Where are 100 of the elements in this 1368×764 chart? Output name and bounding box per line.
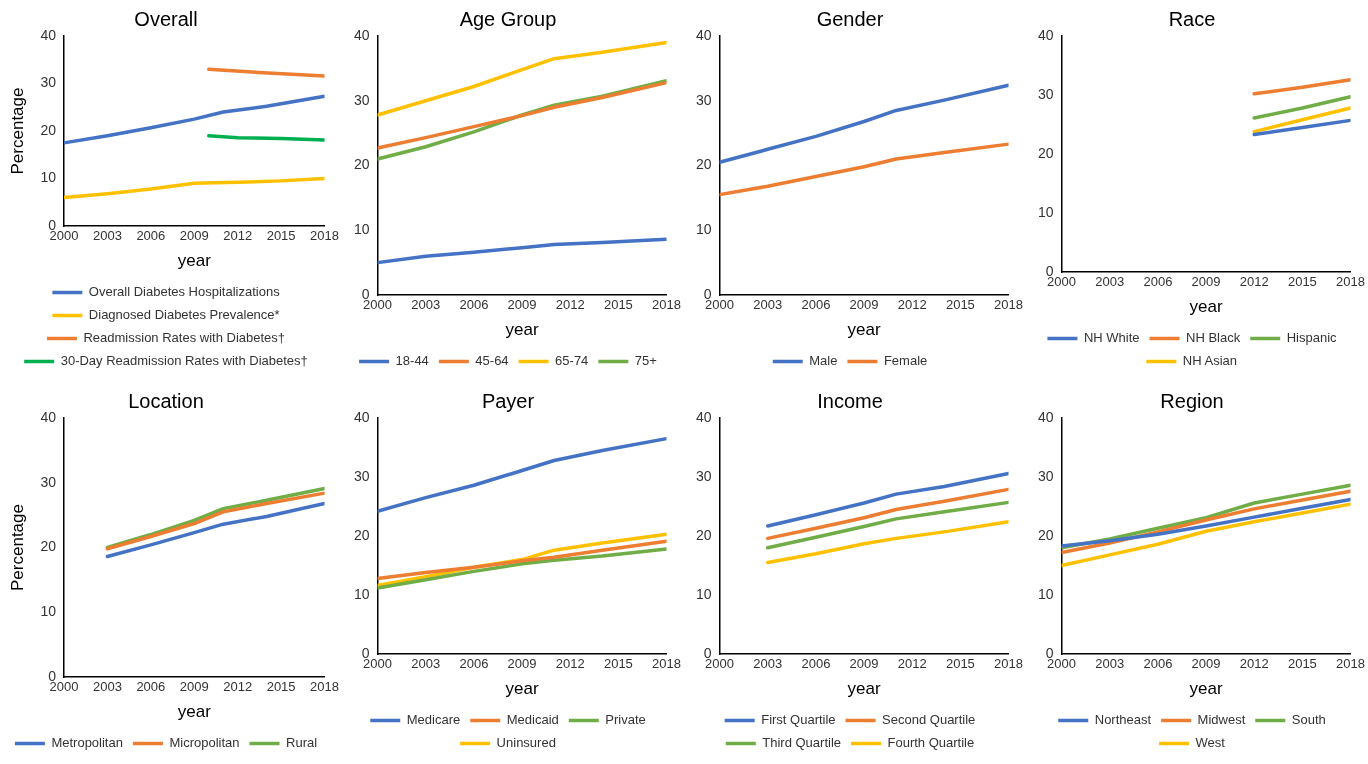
legend-label: NH White: [1083, 330, 1140, 346]
x-tick-label: 2006: [1143, 274, 1173, 290]
chart-title: Location: [128, 389, 204, 412]
x-tick-label: 2018: [994, 656, 1023, 672]
y-tick-label: 40: [1037, 408, 1054, 425]
legend-label: Female: [883, 353, 928, 369]
y-tick-label: 40: [40, 408, 57, 425]
x-tick-label: 2003: [753, 297, 783, 313]
chart-title: Income: [817, 389, 883, 412]
y-tick-label: 20: [353, 526, 370, 543]
x-tick-label: 2015: [1287, 274, 1317, 290]
legend-label: Second Quartile: [882, 712, 976, 728]
x-axis-title: year: [847, 320, 881, 340]
y-tick-label: 20: [40, 538, 57, 555]
x-tick-label: 2018: [310, 679, 339, 695]
x-axis-title: year: [505, 679, 539, 699]
legend-label: Medicare: [406, 712, 461, 728]
x-tick-label: 2006: [1143, 656, 1173, 672]
x-tick-label: 2003: [92, 228, 122, 244]
chart-title: Payer: [481, 389, 535, 412]
x-tick-label: 2018: [310, 228, 339, 244]
y-tick-label: 30: [695, 91, 712, 108]
x-tick-label: 2006: [136, 228, 166, 244]
x-tick-label: 2006: [459, 297, 489, 313]
x-axis-title: year: [177, 251, 212, 271]
legend-label: Diagnosed Diabetes Prevalence*: [88, 307, 280, 323]
legend-label: Rural: [286, 735, 318, 751]
y-tick-label: 10: [40, 603, 57, 620]
x-tick-label: 2015: [603, 656, 633, 672]
legend-label: Northeast: [1094, 712, 1152, 728]
y-tick-label: 40: [1037, 26, 1054, 43]
x-axis-title: year: [177, 702, 212, 722]
x-tick-label: 2003: [411, 297, 441, 313]
y-tick-label: 10: [353, 221, 370, 238]
x-tick-label: 2015: [945, 656, 975, 672]
x-tick-label: 2012: [223, 228, 253, 244]
x-tick-label: 2009: [849, 656, 879, 672]
x-tick-label: 2009: [849, 297, 879, 313]
chart-title: Gender: [816, 7, 884, 30]
legend-label: Metropolitan: [51, 735, 123, 751]
x-tick-label: 2009: [179, 228, 209, 244]
legend-label: Third Quartile: [762, 735, 842, 751]
y-tick-label: 30: [695, 467, 712, 484]
x-tick-label: 2018: [652, 297, 681, 313]
legend-label: Readmission Rates with Diabetes†: [83, 330, 286, 346]
legend-label: 45-64: [475, 353, 509, 369]
chart-title: Race: [1168, 7, 1216, 30]
x-tick-label: 2018: [994, 297, 1023, 313]
x-tick-label: 2015: [266, 679, 296, 695]
x-tick-label: 2009: [507, 297, 537, 313]
legend-label: 18-44: [395, 353, 429, 369]
legend-label: Overall Diabetes Hospitalizations: [88, 284, 281, 300]
chart-title: Region: [1160, 389, 1224, 412]
y-tick-label: 10: [1037, 585, 1054, 602]
x-tick-label: 2012: [1239, 656, 1269, 672]
y-tick-label: 40: [695, 26, 712, 43]
x-tick-label: 2012: [555, 656, 585, 672]
legend-label: Medicaid: [506, 712, 559, 728]
x-tick-label: 2012: [223, 679, 253, 695]
y-tick-label: 10: [695, 585, 712, 602]
legend-label: Hispanic: [1286, 330, 1338, 346]
x-axis-title: year: [1189, 297, 1223, 317]
x-tick-label: 2003: [1095, 274, 1125, 290]
x-tick-label: 2003: [411, 656, 441, 672]
x-tick-label: 2012: [555, 297, 585, 313]
y-tick-label: 10: [1037, 203, 1054, 220]
y-axis-title: Percentage: [7, 87, 27, 175]
y-tick-label: 20: [353, 156, 370, 173]
y-tick-label: 30: [1037, 85, 1054, 102]
legend-label: Private: [605, 712, 646, 728]
x-tick-label: 2012: [1239, 274, 1269, 290]
x-tick-label: 2006: [136, 679, 166, 695]
legend-label: West: [1195, 735, 1226, 751]
x-tick-label: 2018: [1336, 656, 1365, 672]
legend-label: Fourth Quartile: [887, 735, 975, 751]
y-tick-label: 20: [695, 156, 712, 173]
x-tick-label: 2015: [266, 228, 296, 244]
y-tick-label: 40: [695, 408, 712, 425]
legend-label: Uninsured: [496, 735, 556, 751]
chart-title: Overall: [134, 7, 198, 30]
y-tick-label: 10: [353, 585, 370, 602]
legend-label: 75+: [634, 353, 657, 369]
y-tick-label: 20: [1037, 526, 1054, 543]
legend-label: Male: [809, 353, 838, 369]
legend-label: South: [1291, 712, 1326, 728]
y-tick-label: 30: [1037, 467, 1054, 484]
x-tick-label: 2012: [897, 656, 927, 672]
chart-title: Age Group: [459, 7, 557, 30]
y-tick-label: 30: [40, 74, 57, 91]
x-tick-label: 2018: [652, 656, 681, 672]
legend-label: Midwest: [1197, 712, 1246, 728]
x-tick-label: 2003: [92, 679, 122, 695]
y-tick-label: 20: [1037, 144, 1054, 161]
legend-label: 30-Day Readmission Rates with Diabetes†: [60, 353, 308, 369]
y-tick-label: 40: [353, 408, 370, 425]
legend-label: 65-74: [555, 353, 589, 369]
y-tick-label: 10: [40, 169, 57, 186]
legend-label: NH Asian: [1182, 353, 1237, 369]
legend-label: First Quartile: [761, 712, 836, 728]
x-axis-title: year: [505, 320, 539, 340]
